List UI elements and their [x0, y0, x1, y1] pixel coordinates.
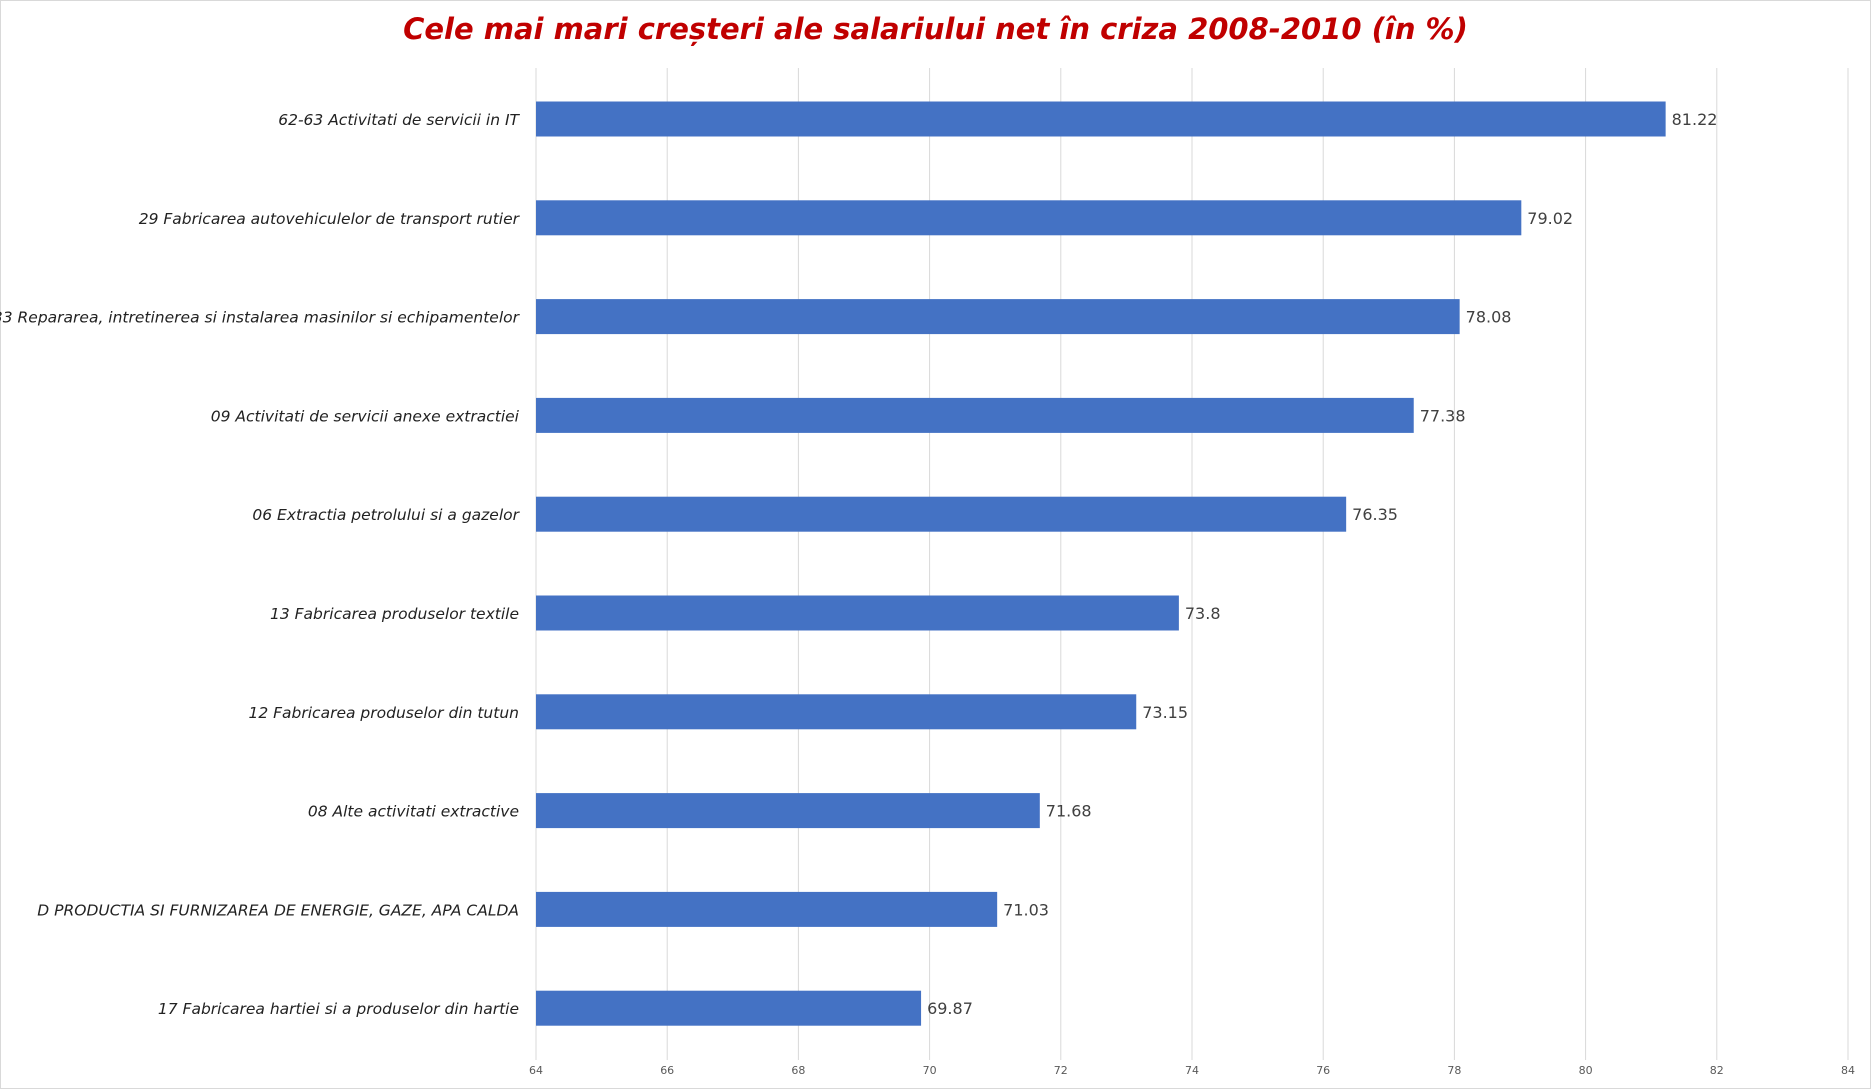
data-label: 77.38 — [1420, 406, 1466, 425]
bar — [536, 496, 1347, 532]
chart-title: Cele mai mari creșteri ale salariului ne… — [403, 12, 1468, 46]
data-label: 73.15 — [1142, 703, 1188, 722]
data-label: 78.08 — [1466, 308, 1512, 327]
x-tick-label: 82 — [1710, 1064, 1724, 1077]
bar — [536, 990, 922, 1026]
data-label: 81.22 — [1672, 110, 1718, 129]
x-tick-label: 76 — [1316, 1064, 1330, 1077]
bar — [536, 299, 1460, 335]
bar — [536, 595, 1179, 631]
x-tick-label: 68 — [791, 1064, 805, 1077]
x-tick-label: 74 — [1185, 1064, 1199, 1077]
bar — [536, 793, 1040, 829]
x-tick-label: 66 — [660, 1064, 674, 1077]
x-tick-label: 80 — [1579, 1064, 1593, 1077]
x-tick-label: 70 — [923, 1064, 937, 1077]
category-label: D PRODUCTIA SI FURNIZAREA DE ENERGIE, GA… — [37, 901, 519, 919]
category-label: 17 Fabricarea hartiei si a produselor di… — [158, 1000, 519, 1018]
data-label: 76.35 — [1352, 505, 1398, 524]
data-label: 79.02 — [1527, 209, 1573, 228]
category-label: 06 Extractia petrolului si a gazelor — [252, 506, 520, 524]
category-label: 33 Repararea, intretinerea si instalarea… — [0, 309, 521, 327]
category-label: 13 Fabricarea produselor textile — [270, 605, 519, 623]
bar — [536, 694, 1137, 730]
data-label: 73.8 — [1185, 604, 1221, 623]
x-tick-label: 84 — [1841, 1064, 1855, 1077]
data-label: 71.68 — [1046, 802, 1092, 821]
data-label: 71.03 — [1003, 900, 1049, 919]
x-tick-label: 78 — [1447, 1064, 1461, 1077]
bar — [536, 397, 1414, 433]
category-label: 62-63 Activitati de servicii in IT — [278, 111, 520, 129]
category-label: 08 Alte activitati extractive — [308, 803, 519, 821]
data-label: 69.87 — [927, 999, 973, 1018]
bar — [536, 101, 1666, 137]
bar — [536, 891, 998, 927]
bars — [536, 101, 1666, 1026]
category-label: 09 Activitati de servicii anexe extracti… — [211, 407, 520, 425]
x-tick-label: 64 — [529, 1064, 543, 1077]
category-label: 29 Fabricarea autovehiculelor de transpo… — [139, 210, 521, 228]
category-label: 12 Fabricarea produselor din tutun — [248, 704, 519, 722]
labels: 64 66 68 70 72 74 76 78 80 82 84 62-63 Activitati d… — [0, 110, 1855, 1077]
bar — [536, 200, 1522, 236]
x-tick-label: 72 — [1054, 1064, 1068, 1077]
